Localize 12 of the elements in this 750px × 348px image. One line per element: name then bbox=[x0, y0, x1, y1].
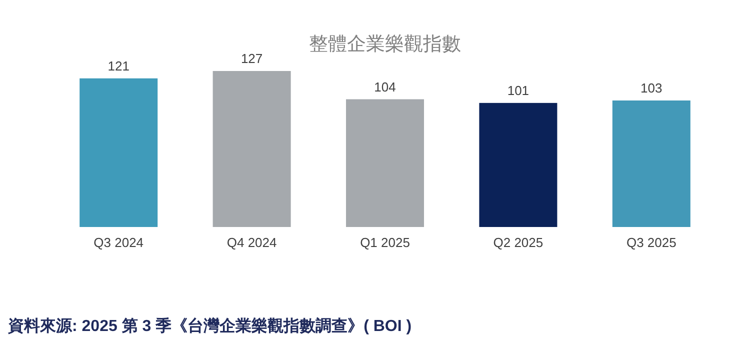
source-note: 資料來源: 2025 第 3 季《台灣企業樂觀指數調查》( BOI ) bbox=[7, 317, 412, 335]
data-label: 103 bbox=[640, 80, 662, 96]
x-tick-label: Q4 2024 bbox=[226, 235, 277, 250]
chart-title: 整體企業樂觀指數 bbox=[309, 34, 461, 55]
data-label: 127 bbox=[240, 51, 263, 66]
x-tick-label: Q2 2025 bbox=[493, 235, 544, 250]
data-label: 101 bbox=[507, 82, 530, 98]
data-label: 121 bbox=[108, 58, 130, 74]
x-tick-label: Q1 2025 bbox=[360, 235, 410, 250]
x-tick-label: Q3 2025 bbox=[626, 235, 676, 250]
data-label: 104 bbox=[374, 79, 396, 94]
x-tick-label: Q3 2024 bbox=[94, 235, 144, 250]
